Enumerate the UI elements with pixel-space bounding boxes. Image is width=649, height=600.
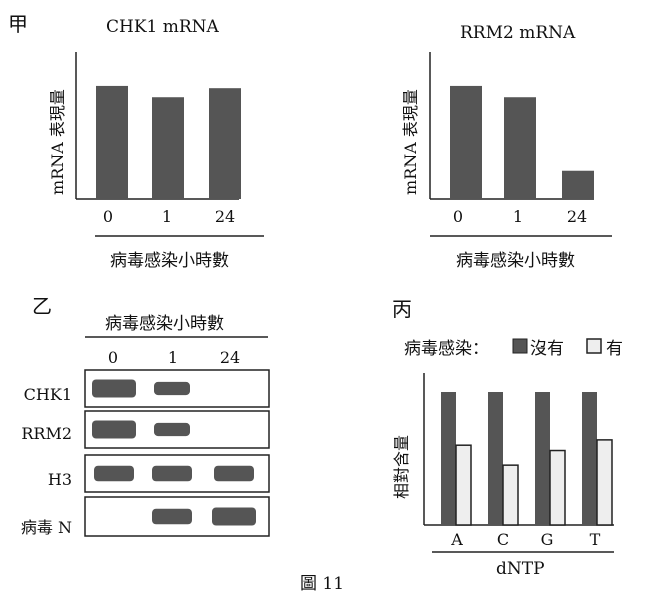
blot-time-0: 0 <box>107 348 119 367</box>
chart3-tick-3: T <box>589 530 601 549</box>
chart3-bar-with <box>502 464 519 526</box>
chart3-bar-without <box>582 392 597 525</box>
chart3-bar-with <box>596 439 613 526</box>
chart3-ylabel: 相對含量 <box>392 435 411 500</box>
chart3-xlabel: dNTP <box>496 559 545 579</box>
chart2-tick-2: 24 <box>566 207 588 226</box>
chart2-ylabel: mRNA 表現量 <box>401 89 420 195</box>
chart3-bar-with <box>455 444 472 526</box>
blot-time-2: 24 <box>219 348 241 367</box>
blot-row-label: RRM2 <box>21 424 72 443</box>
chart1-title: CHK1 mRNA <box>106 17 219 37</box>
blot-band <box>92 379 136 398</box>
legend-swatch-without <box>512 338 528 354</box>
blot-band <box>212 507 256 526</box>
blot-lane-box <box>84 454 270 493</box>
chart2-bar <box>450 85 482 199</box>
chart3-bar-with <box>549 449 566 526</box>
blot-band <box>152 508 192 525</box>
chart1-tick-1: 1 <box>161 207 173 226</box>
blot-band <box>214 465 254 482</box>
chart2-xlabel: 病毒感染小時數 <box>456 251 575 271</box>
panel-label-a: 甲 <box>8 12 28 36</box>
chart1-bar <box>96 85 128 199</box>
chart1-bar <box>152 97 184 199</box>
chart1-bar <box>209 88 241 199</box>
blot-lane-box <box>84 496 270 537</box>
chart2-bar <box>504 97 536 199</box>
chart3-bar-without <box>535 392 550 525</box>
blot-time-1: 1 <box>167 348 179 367</box>
blot-row-label: 病毒 N <box>20 518 72 537</box>
figure-caption: 圖 11 <box>300 574 345 594</box>
chart2-bar <box>562 170 594 199</box>
chart2-title: RRM2 mRNA <box>460 23 576 43</box>
blot-lane-box <box>84 410 270 449</box>
chart2-tick-0: 0 <box>452 207 464 226</box>
chart3-tick-1: C <box>496 530 510 549</box>
panel-label-c: 丙 <box>392 297 412 321</box>
legend-title: 病毒感染： <box>404 339 489 359</box>
legend-label-with: 有 <box>606 339 623 359</box>
chart1-tick-2: 24 <box>214 207 236 226</box>
blot-row-label: H3 <box>47 470 72 489</box>
legend-swatch-with <box>586 338 602 354</box>
blot-band <box>92 420 136 439</box>
chart3-tick-0: A <box>451 530 463 549</box>
chart1-xlabel: 病毒感染小時數 <box>110 251 229 271</box>
chart3-tick-2: G <box>540 530 554 549</box>
blot-lane-box <box>84 369 270 408</box>
chart2-tick-1: 1 <box>512 207 524 226</box>
chart3-bar-without <box>488 392 503 525</box>
blot-band <box>154 381 190 396</box>
blot-band <box>152 465 192 482</box>
blot-band <box>154 422 190 437</box>
panel-label-b: 乙 <box>32 294 52 318</box>
chart3-bar-without <box>441 392 456 525</box>
blot-xlabel: 病毒感染小時數 <box>105 314 224 334</box>
blot-band <box>94 465 134 482</box>
chart1-tick-0: 0 <box>102 207 114 226</box>
legend-label-without: 沒有 <box>530 339 564 359</box>
blot-row-label: CHK1 <box>23 385 72 404</box>
